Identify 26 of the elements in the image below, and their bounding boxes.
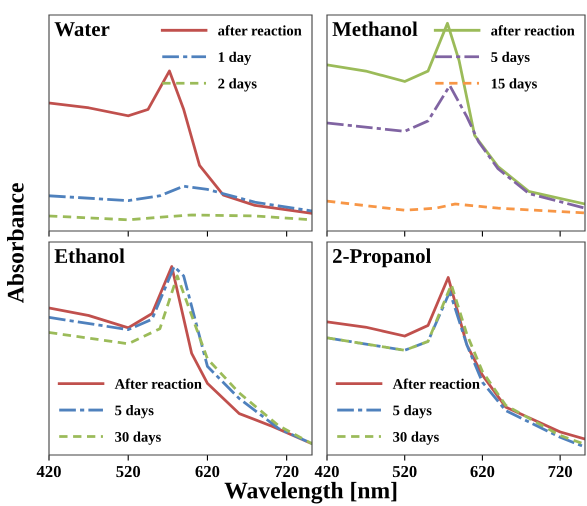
x-axis-title: Wavelength [nm] (224, 482, 396, 504)
x-tick-label: 620 (470, 466, 494, 478)
legend-label: 5 days (491, 52, 530, 66)
legend-label: 2 days (218, 78, 257, 92)
x-tick-label: 420 (36, 466, 61, 478)
x-tick-label: 620 (196, 466, 220, 478)
y-axis-title: Absorbance (7, 183, 24, 303)
chart-title: Water (54, 22, 110, 36)
legend-label: 15 days (492, 78, 537, 92)
chart-title: 2-Propanol (333, 248, 431, 268)
x-tick-label: 520 (116, 466, 140, 478)
chart-title: Ethanol (54, 248, 125, 264)
chart-title: Methanol (332, 21, 418, 36)
legend-label: 5 days (393, 405, 432, 418)
x-tick-label: 720 (275, 466, 299, 478)
legend-label: 1 day (218, 52, 252, 66)
legend-label: 30 days (115, 432, 161, 445)
legend-label: after reaction (218, 25, 302, 36)
legend-label: After reaction (114, 378, 202, 389)
x-tick-label: 720 (548, 466, 572, 478)
legend-label: 5 days (115, 405, 154, 418)
legend-label: After reaction (392, 378, 480, 389)
legend-label: 30 days (393, 432, 439, 445)
x-tick-label: 520 (392, 466, 417, 478)
legend-label: after reaction (491, 25, 575, 36)
x-tick-label: 420 (314, 466, 339, 478)
